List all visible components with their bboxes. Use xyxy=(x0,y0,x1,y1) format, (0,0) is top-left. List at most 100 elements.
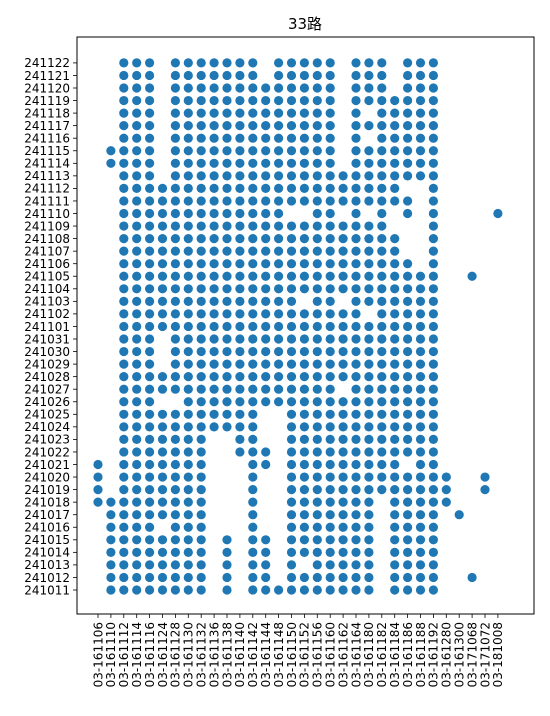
data-point xyxy=(325,83,335,93)
data-point xyxy=(235,447,245,457)
data-point xyxy=(196,510,206,520)
data-point xyxy=(235,83,245,93)
data-point xyxy=(196,234,206,244)
data-point xyxy=(132,409,142,419)
data-point xyxy=(428,83,438,93)
data-point xyxy=(170,472,180,482)
data-point xyxy=(261,585,271,595)
data-point xyxy=(248,372,258,382)
y-tick-label: 241113 xyxy=(24,169,70,183)
data-point xyxy=(441,485,451,495)
plot-frame xyxy=(76,36,535,615)
data-point xyxy=(183,585,193,595)
y-tick-label: 241116 xyxy=(24,132,70,146)
data-point xyxy=(299,459,309,470)
data-point xyxy=(132,284,142,294)
data-point xyxy=(403,485,413,495)
data-point xyxy=(248,422,258,432)
data-point xyxy=(338,497,348,507)
x-tick-label: 03-161156 xyxy=(311,622,325,687)
data-point xyxy=(170,95,180,106)
data-point xyxy=(364,472,374,482)
data-point xyxy=(351,108,361,118)
data-point xyxy=(351,183,361,193)
data-point xyxy=(248,384,258,394)
data-point xyxy=(377,70,387,81)
data-point xyxy=(145,585,155,595)
data-point xyxy=(235,259,245,269)
data-point xyxy=(403,535,413,545)
data-point xyxy=(157,422,168,432)
data-point xyxy=(415,572,426,583)
data-point xyxy=(119,246,129,256)
data-point xyxy=(325,459,335,470)
data-point xyxy=(145,296,155,306)
data-point xyxy=(325,434,335,444)
data-point xyxy=(415,95,426,106)
data-point xyxy=(170,434,180,444)
data-point xyxy=(403,271,413,281)
data-point xyxy=(428,146,438,156)
data-point xyxy=(325,246,335,256)
y-tick-label: 241031 xyxy=(24,332,70,346)
data-point xyxy=(312,108,322,118)
data-point xyxy=(415,70,426,81)
data-point xyxy=(364,70,374,81)
data-point xyxy=(222,221,232,231)
data-point xyxy=(119,359,129,369)
data-point xyxy=(325,522,335,532)
data-point xyxy=(312,146,322,156)
y-tick-label: 241014 xyxy=(24,546,70,560)
chart-title: 33路 xyxy=(288,15,322,33)
data-point xyxy=(351,346,361,357)
data-point xyxy=(403,397,413,407)
data-point xyxy=(261,121,271,131)
data-point xyxy=(248,133,258,143)
data-point xyxy=(325,108,335,118)
data-point xyxy=(286,321,297,332)
data-point xyxy=(145,447,155,457)
data-point xyxy=(222,133,232,143)
data-point xyxy=(286,535,297,545)
data-point xyxy=(415,472,426,482)
data-point xyxy=(261,447,271,457)
data-point xyxy=(415,296,426,306)
data-point xyxy=(132,158,142,168)
data-point xyxy=(119,535,129,545)
x-tick-label: 03-161142 xyxy=(246,622,260,687)
data-point xyxy=(248,397,258,407)
data-point xyxy=(377,183,387,193)
data-point xyxy=(170,321,180,332)
data-point xyxy=(364,234,374,244)
data-point xyxy=(248,183,258,193)
data-point xyxy=(183,234,193,244)
data-point xyxy=(325,271,335,281)
data-point xyxy=(403,572,413,583)
data-point xyxy=(299,485,309,495)
data-point xyxy=(196,246,206,256)
data-point xyxy=(235,221,245,231)
x-tick-label: 03-161124 xyxy=(156,622,170,687)
data-point xyxy=(286,259,297,269)
data-point xyxy=(145,372,155,382)
data-point xyxy=(132,422,142,432)
data-point xyxy=(170,547,180,557)
data-point xyxy=(196,422,206,432)
data-point xyxy=(170,259,180,269)
data-point xyxy=(145,321,155,332)
y-tick-label: 241119 xyxy=(24,94,70,108)
data-point xyxy=(274,83,284,93)
data-point xyxy=(286,510,297,520)
data-point xyxy=(132,309,142,319)
data-point xyxy=(415,284,426,294)
data-point xyxy=(196,284,206,294)
data-point xyxy=(312,472,322,482)
data-point xyxy=(183,83,193,93)
data-point xyxy=(183,547,193,557)
data-point xyxy=(209,384,219,394)
data-point xyxy=(415,560,426,570)
data-point xyxy=(119,234,129,244)
data-point xyxy=(428,296,438,306)
data-point xyxy=(364,171,374,181)
data-point xyxy=(467,271,477,281)
